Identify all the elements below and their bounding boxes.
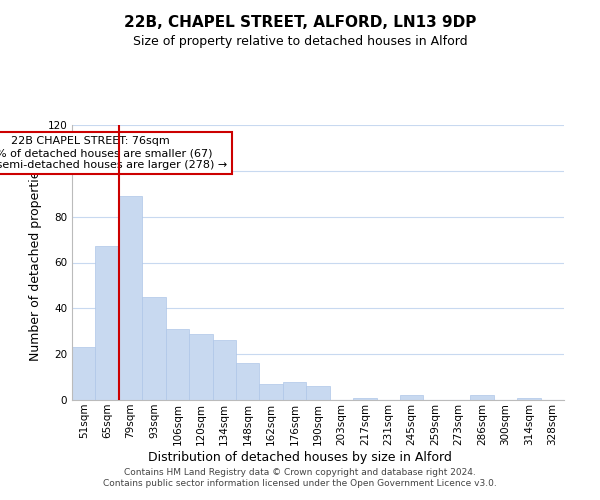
Bar (189, 334, 212, 400)
Bar (259, 384, 283, 400)
Text: 22B, CHAPEL STREET, ALFORD, LN13 9DP: 22B, CHAPEL STREET, ALFORD, LN13 9DP (124, 15, 476, 30)
Bar (306, 386, 330, 400)
Bar (72, 348, 95, 400)
Bar (212, 340, 236, 400)
Bar (236, 364, 259, 400)
Text: Distribution of detached houses by size in Alford: Distribution of detached houses by size … (148, 451, 452, 464)
Bar (166, 329, 189, 400)
Bar (400, 396, 424, 400)
Bar (470, 396, 494, 400)
Bar (142, 297, 166, 400)
Bar (353, 398, 377, 400)
Text: Size of property relative to detached houses in Alford: Size of property relative to detached ho… (133, 35, 467, 48)
Bar (119, 196, 142, 400)
Y-axis label: Number of detached properties: Number of detached properties (29, 164, 42, 361)
Text: Contains HM Land Registry data © Crown copyright and database right 2024.
Contai: Contains HM Land Registry data © Crown c… (103, 468, 497, 487)
Bar (517, 398, 541, 400)
Text: 22B CHAPEL STREET: 76sqm
← 19% of detached houses are smaller (67)
79% of semi-d: 22B CHAPEL STREET: 76sqm ← 19% of detach… (0, 136, 227, 170)
Bar (95, 246, 119, 400)
Bar (283, 382, 306, 400)
